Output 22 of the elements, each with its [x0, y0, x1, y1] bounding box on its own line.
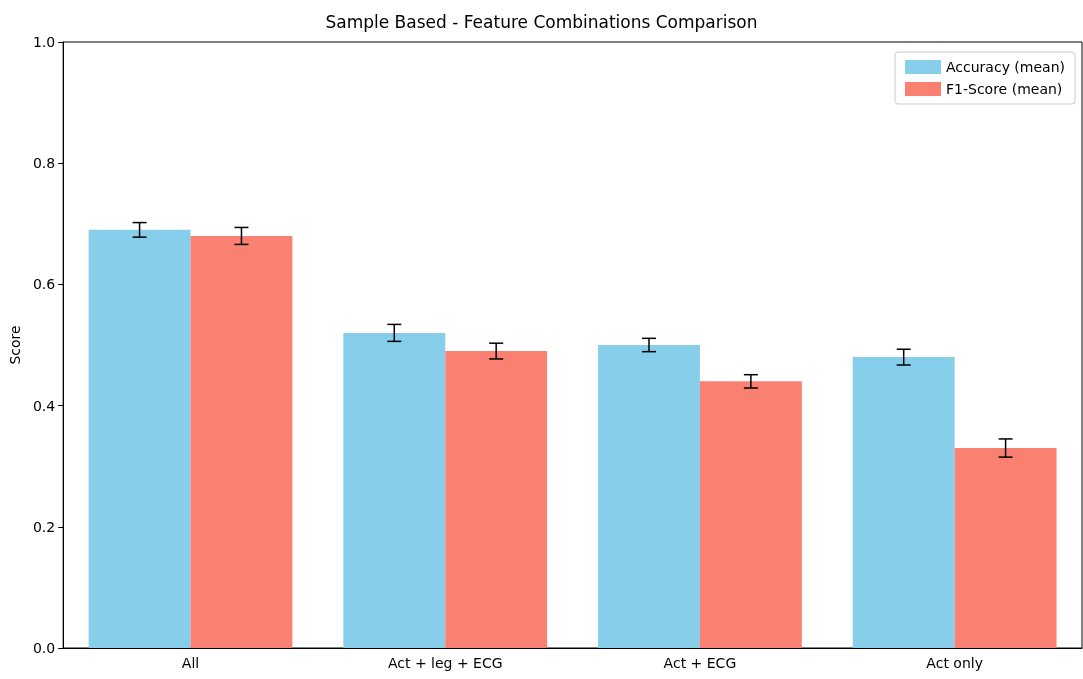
y-tick-label: 1.0	[32, 34, 56, 50]
bar	[88, 229, 191, 648]
y-tick-label: 0.6	[32, 276, 56, 293]
bar	[343, 332, 446, 648]
x-tick-label: Act only	[926, 655, 983, 671]
y-tick-label: 0.4	[32, 397, 56, 414]
bar	[598, 345, 700, 648]
y-tick-label: 0.2	[32, 518, 56, 535]
chart-title: Sample Based - Feature Combinations Comparison	[325, 11, 758, 32]
bar	[852, 357, 955, 648]
bar	[699, 381, 802, 648]
y-axis-title: Score	[7, 325, 23, 365]
legend-label: Accuracy (mean)	[946, 59, 1066, 75]
x-tick-label: Act + ECG	[663, 655, 737, 671]
x-tick-label: Act + leg + ECG	[387, 655, 503, 671]
bar	[954, 448, 1057, 648]
x-tick-label: All	[181, 655, 200, 671]
legend-label: F1-Score (mean)	[946, 81, 1063, 97]
y-tick-label: 0.0	[32, 640, 56, 656]
bar	[445, 351, 548, 648]
y-tick-label: 0.8	[32, 155, 56, 172]
bar	[190, 235, 293, 648]
